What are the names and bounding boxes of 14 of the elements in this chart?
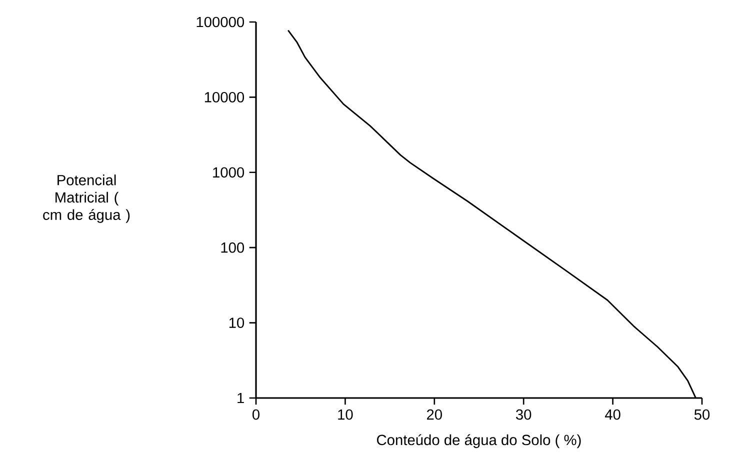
y-tick-label: 10000	[204, 92, 244, 102]
y-tick-label: 100	[221, 242, 244, 253]
y-tick-label: 100000	[196, 16, 244, 28]
y-tick-label: 1000	[213, 167, 244, 178]
x-tick-label: 40	[604, 409, 620, 420]
y-tick-label: 10	[229, 318, 244, 328]
y-axis-title: Potencial Matricial ( cm de água )	[43, 174, 130, 223]
x-tick-label: 30	[516, 409, 532, 420]
x-tick-label: 50	[694, 409, 710, 420]
y-tick-label: 1	[238, 392, 244, 404]
x-tick-label: 20	[426, 409, 442, 420]
x-tick-label: 0	[252, 409, 260, 420]
x-axis-title: Conteúdo de água do Solo ( %)	[377, 434, 581, 448]
x-tick-label: 10	[338, 409, 353, 420]
